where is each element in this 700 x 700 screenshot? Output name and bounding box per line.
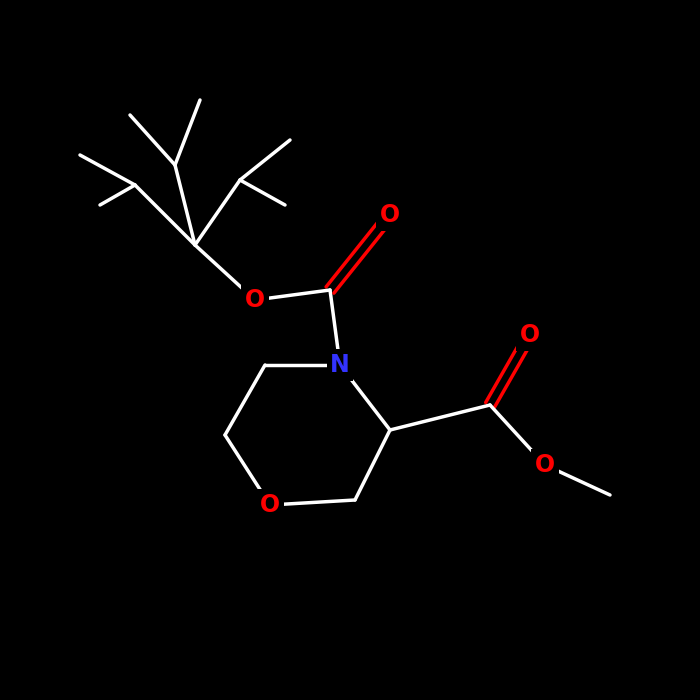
Text: N: N	[330, 353, 350, 377]
Text: O: O	[260, 493, 280, 517]
Text: O: O	[520, 323, 540, 347]
Text: O: O	[245, 288, 265, 312]
Text: O: O	[380, 203, 400, 227]
Text: O: O	[535, 453, 555, 477]
